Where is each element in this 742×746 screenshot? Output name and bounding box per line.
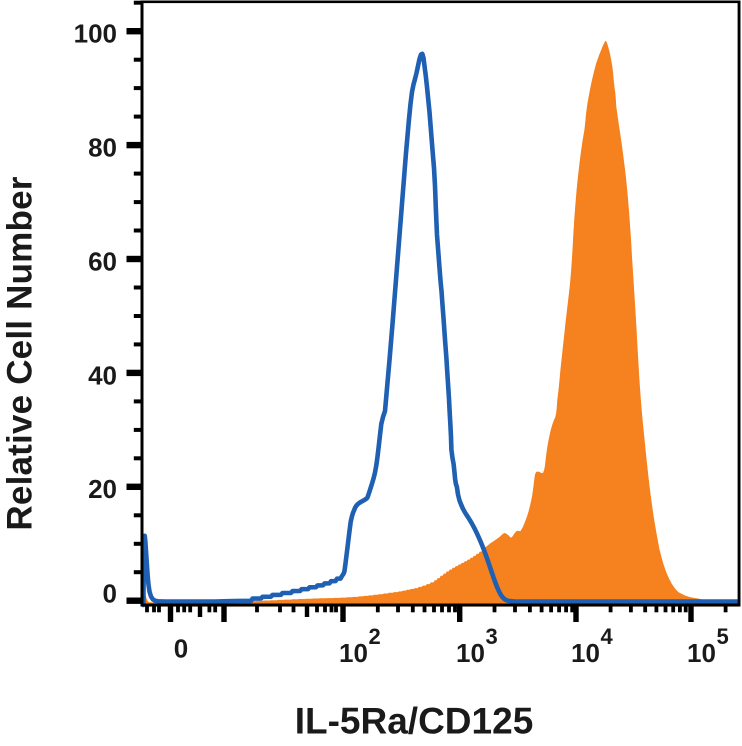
svg-text:IL-5Ra/CD125: IL-5Ra/CD125 — [295, 701, 534, 742]
svg-text:10: 10 — [339, 638, 368, 668]
svg-text:10: 10 — [456, 638, 485, 668]
svg-text:60: 60 — [88, 246, 117, 276]
svg-text:Relative Cell Number: Relative Cell Number — [1, 176, 40, 530]
svg-text:2: 2 — [369, 624, 381, 649]
svg-text:0: 0 — [103, 579, 117, 609]
svg-text:0: 0 — [174, 634, 188, 664]
svg-text:4: 4 — [601, 624, 614, 649]
svg-text:100: 100 — [74, 19, 117, 49]
svg-text:80: 80 — [88, 133, 117, 163]
svg-text:10: 10 — [687, 638, 716, 668]
svg-text:40: 40 — [88, 360, 117, 390]
svg-text:5: 5 — [717, 624, 729, 649]
svg-text:20: 20 — [88, 474, 117, 504]
svg-text:3: 3 — [486, 624, 498, 649]
svg-text:10: 10 — [571, 638, 600, 668]
